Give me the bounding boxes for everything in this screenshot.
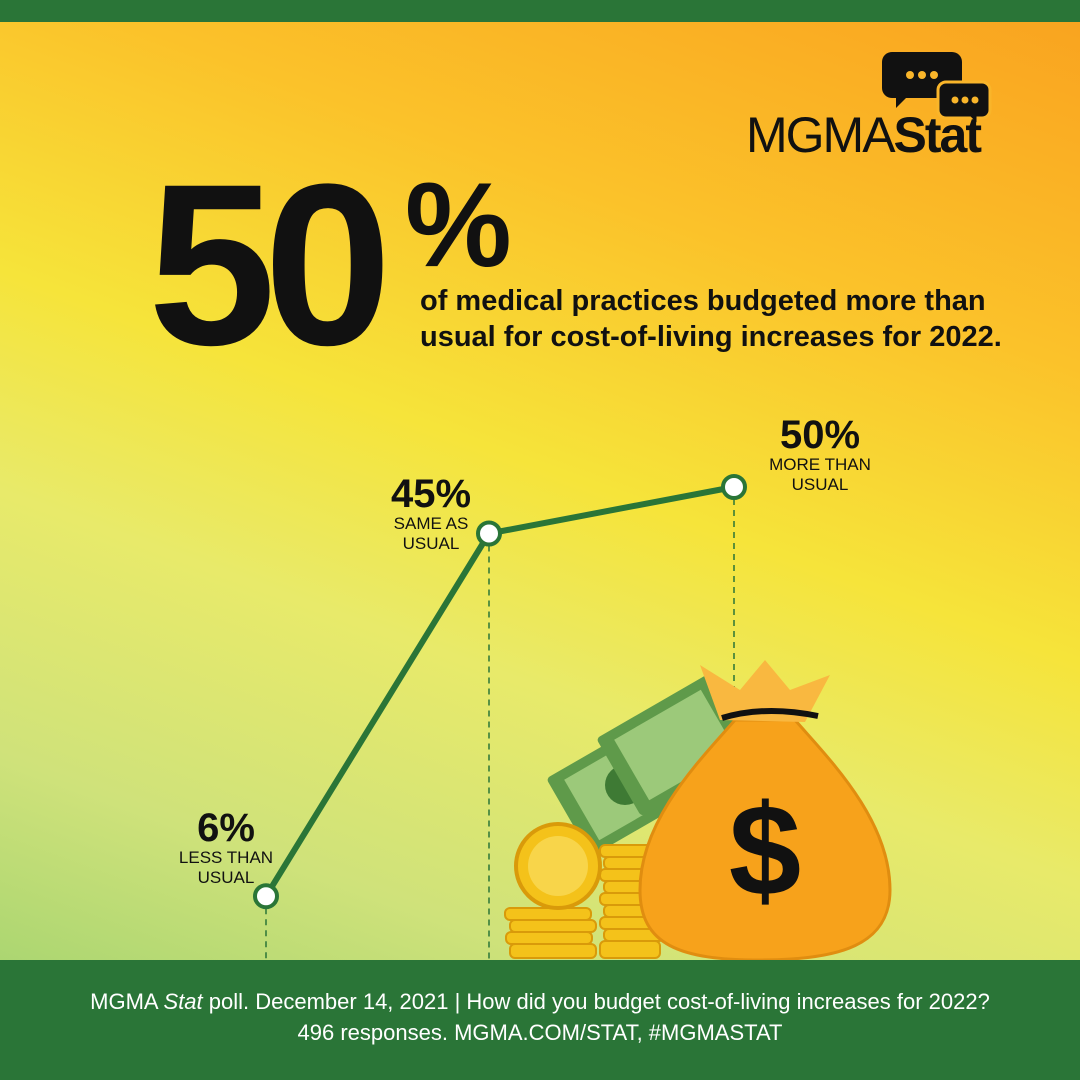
top-bar <box>0 0 1080 22</box>
footer-line-2: 496 responses. MGMA.COM/STAT, #MGMASTAT <box>297 1020 783 1045</box>
data-label: 50% MORE THAN USUAL <box>769 415 871 495</box>
logo-text-light: MGMA <box>746 107 896 163</box>
line-chart: $ <box>253 474 892 960</box>
category-label: LESS THAN USUAL <box>178 848 274 888</box>
mgma-stat-logo: MGMAStat <box>746 48 1006 163</box>
category-label: SAME AS USUAL <box>393 513 469 553</box>
data-point <box>253 883 279 910</box>
chat-bubbles-icon <box>882 52 992 128</box>
headline-value: 50 <box>148 136 392 393</box>
logo-text-bold: Stat <box>893 107 982 163</box>
data-point <box>476 520 502 547</box>
category-label: MORE THAN USUAL <box>769 455 871 494</box>
data-label: 6% LESS THAN USUAL <box>179 808 273 888</box>
data-label: 45% SAME AS USUAL <box>391 474 471 554</box>
headline-percent: % <box>405 158 512 292</box>
headline-text: of medical practices budgeted more than … <box>420 285 1002 353</box>
data-value: 50% <box>779 413 861 457</box>
dollar-sign-icon: $ <box>729 777 801 923</box>
money-bag-illustration: $ <box>504 660 892 960</box>
coin-icon <box>514 822 602 910</box>
banknote-icon <box>597 674 753 816</box>
footer: MGMA Stat poll. December 14, 2021 | How … <box>0 960 1080 1080</box>
data-point <box>721 474 747 500</box>
data-value: 6% <box>197 806 255 851</box>
data-value: 45% <box>390 471 472 516</box>
footer-line-1: MGMA Stat poll. December 14, 2021 | How … <box>90 989 990 1014</box>
